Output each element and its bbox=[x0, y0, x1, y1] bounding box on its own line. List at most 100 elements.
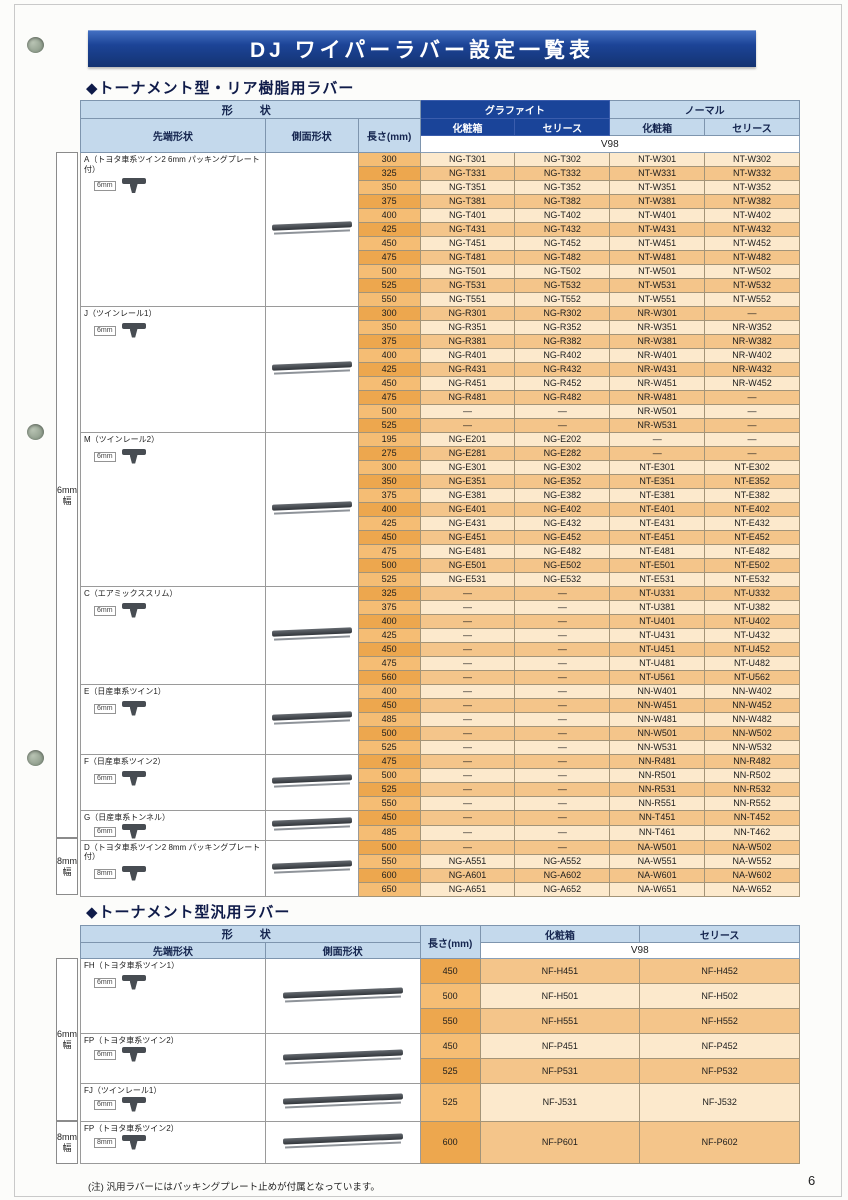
width-band-suffix: 幅 bbox=[62, 867, 72, 877]
rubber-row: J（ツインレール1） 6mm 300 NG-R301 NG-R302 NR-W301— bbox=[80, 306, 800, 433]
rubber-row: 450 NG-T451 NG-T452 NT-W451 NT-W452 bbox=[81, 236, 800, 251]
graphite-box-part-cell: NG-R451 bbox=[419, 376, 516, 391]
normal-box-part-cell: NT-W431 bbox=[609, 222, 706, 237]
normal-box-part-cell: NT-U451 bbox=[609, 642, 706, 657]
col-header-normal: ノーマル bbox=[609, 100, 800, 119]
normal-box-part-cell: NR-W301 bbox=[609, 306, 706, 321]
graphite-box-part-cell: NG-R301 bbox=[419, 306, 516, 321]
section-title-general-purpose: ◆トーナメント型汎用ラバー bbox=[86, 904, 291, 921]
graphite-series-part-cell: NG-R302 bbox=[514, 306, 611, 321]
rubber-row: 525— — NN-W531 NN-W532 bbox=[81, 740, 800, 755]
rubber-row: 550 NF-H551 NF-H552 bbox=[81, 1008, 800, 1034]
rubber-row: F（日産車系ツイン2） 6mm 475— — NN-R481 NN-R482 bbox=[80, 754, 800, 811]
graphite-series-part-cell: NG-T432 bbox=[514, 222, 611, 237]
col-header-length: 長さ(mm) bbox=[357, 118, 421, 153]
width-band-size: 8mm bbox=[57, 856, 77, 866]
rubber-row: 400 NG-R401 NG-R402 NR-W401 NR-W402 bbox=[81, 348, 800, 363]
side-profile-cell bbox=[264, 1033, 421, 1084]
length-cell: 500 bbox=[357, 768, 421, 783]
length-cell: 475 bbox=[357, 754, 421, 769]
length-cell: 195 bbox=[357, 432, 421, 447]
width-band-size: 6mm bbox=[57, 1029, 77, 1039]
graphite-box-part-cell: — bbox=[419, 839, 516, 855]
normal-series-part-cell: NN-R552 bbox=[704, 796, 800, 811]
side-profile-icon bbox=[271, 710, 352, 725]
normal-series-part-cell: NT-E302 bbox=[704, 460, 800, 475]
normal-series-part-cell: NT-W502 bbox=[704, 264, 800, 279]
col-header-side-shape: 側面形状 bbox=[264, 118, 359, 153]
graphite-box-part-cell: NG-R401 bbox=[419, 348, 516, 363]
graphite-series-part-cell: NG-T382 bbox=[514, 194, 611, 209]
normal-series-part-cell: NT-U382 bbox=[704, 600, 800, 615]
graphite-box-part-cell: — bbox=[419, 642, 516, 657]
rubber-row: 525 NF-P531 NF-P532 bbox=[81, 1058, 800, 1084]
graphite-box-part-cell: NG-E381 bbox=[419, 488, 516, 503]
tip-shape-art: 6mm bbox=[94, 974, 262, 991]
graphite-box-part-cell: NG-E351 bbox=[419, 474, 516, 489]
normal-box-part-cell: NR-W531 bbox=[609, 418, 706, 433]
tip-shape-cell: F（日産車系ツイン2） 6mm bbox=[80, 754, 266, 811]
graphite-box-part-cell: NG-T301 bbox=[419, 152, 516, 167]
tip-shape-icon bbox=[121, 178, 146, 194]
graphite-box-part-cell: — bbox=[419, 824, 516, 841]
graphite-series-part-cell: — bbox=[514, 824, 611, 841]
tip-shape-icon bbox=[121, 700, 146, 717]
graphite-box-part-cell: — bbox=[419, 726, 516, 741]
graphite-series-part-cell: — bbox=[514, 670, 611, 685]
tip-shape-label: C（エアミックススリム） bbox=[84, 589, 178, 598]
normal-box-part-cell: NR-W401 bbox=[609, 348, 706, 363]
col-header-series: セリース bbox=[639, 925, 800, 943]
box-part-cell: NF-P601 bbox=[479, 1121, 641, 1164]
normal-box-part-cell: NR-W501 bbox=[609, 404, 706, 419]
graphite-series-part-cell: — bbox=[514, 600, 611, 615]
rubber-row: 550 NG-T551 NG-T552 NT-W551 NT-W552 bbox=[81, 292, 800, 307]
tip-shape-art: 8mm bbox=[94, 865, 262, 882]
rubber-row: 425— — NT-U431 NT-U432 bbox=[81, 628, 800, 643]
model-code-header: V98 bbox=[419, 135, 801, 153]
length-cell: 485 bbox=[357, 712, 421, 727]
col-header-normal-box: 化粧箱 bbox=[609, 118, 706, 136]
normal-box-part-cell: NR-W481 bbox=[609, 390, 706, 405]
normal-box-part-cell: NA-W551 bbox=[609, 853, 706, 869]
length-cell: 550 bbox=[357, 292, 421, 307]
graphite-box-part-cell: — bbox=[419, 586, 516, 601]
graphite-series-part-cell: NG-E482 bbox=[514, 544, 611, 559]
normal-box-part-cell: NT-W401 bbox=[609, 208, 706, 223]
normal-series-part-cell: NT-W482 bbox=[704, 250, 800, 265]
general-purpose-rubber-table: 形 状 長さ(mm) 化粧箱 セリース 先端形状 側面形状 V98 FH（トヨタ… bbox=[80, 925, 801, 1164]
graphite-box-part-cell: NG-E281 bbox=[419, 446, 516, 461]
width-band-6mm: 6mm 幅 bbox=[56, 958, 78, 1121]
tip-shape-cell: FP（トヨタ車系ツイン2） 6mm bbox=[80, 1033, 266, 1084]
rear-resin-rubber-table-area: 6mm 幅 8mm 幅 形 状 グラファイト ノーマル 先端形状 側面形状 bbox=[56, 100, 801, 897]
tip-shape-icon bbox=[121, 322, 146, 339]
graphite-series-part-cell: NG-E452 bbox=[514, 530, 611, 545]
length-cell: 550 bbox=[357, 853, 421, 869]
width-tag: 6mm bbox=[94, 977, 116, 988]
width-tag: 6mm bbox=[94, 826, 116, 837]
graphite-series-part-cell: NG-E382 bbox=[514, 488, 611, 503]
tip-shape-label: A（トヨタ車系ツイン2 6mm パッキングプレート付） bbox=[84, 155, 260, 174]
normal-series-part-cell: NN-W452 bbox=[704, 698, 800, 713]
normal-box-part-cell: NN-W451 bbox=[609, 698, 706, 713]
normal-series-part-cell: NA-W652 bbox=[704, 881, 800, 897]
graphite-series-part-cell: NG-R452 bbox=[514, 376, 611, 391]
normal-box-part-cell: NR-W351 bbox=[609, 320, 706, 335]
normal-box-part-cell: NT-U431 bbox=[609, 628, 706, 643]
graphite-series-part-cell: — bbox=[514, 586, 611, 601]
length-cell: 650 bbox=[357, 881, 421, 897]
normal-box-part-cell: NA-W601 bbox=[609, 867, 706, 883]
normal-box-part-cell: NT-W381 bbox=[609, 194, 706, 209]
rubber-row: 560— — NT-U561 NT-U562 bbox=[81, 670, 800, 685]
graphite-series-part-cell: NG-R402 bbox=[514, 348, 611, 363]
tip-shape-art: 6mm bbox=[94, 322, 262, 339]
rubber-row: 650 NG-A651 NG-A652 NA-W651 NA-W652 bbox=[81, 881, 800, 897]
normal-box-part-cell: NN-T451 bbox=[609, 810, 706, 826]
graphite-box-part-cell: — bbox=[419, 418, 516, 433]
graphite-series-part-cell: — bbox=[514, 712, 611, 727]
graphite-series-part-cell: — bbox=[514, 684, 611, 699]
rubber-row: G（日産車系トンネル） 6mm 450— — NN-T451 NN-T452 bbox=[80, 810, 800, 841]
length-cell: 275 bbox=[357, 446, 421, 461]
tip-shape-icon bbox=[121, 1134, 146, 1151]
graphite-box-part-cell: NG-T451 bbox=[419, 236, 516, 251]
